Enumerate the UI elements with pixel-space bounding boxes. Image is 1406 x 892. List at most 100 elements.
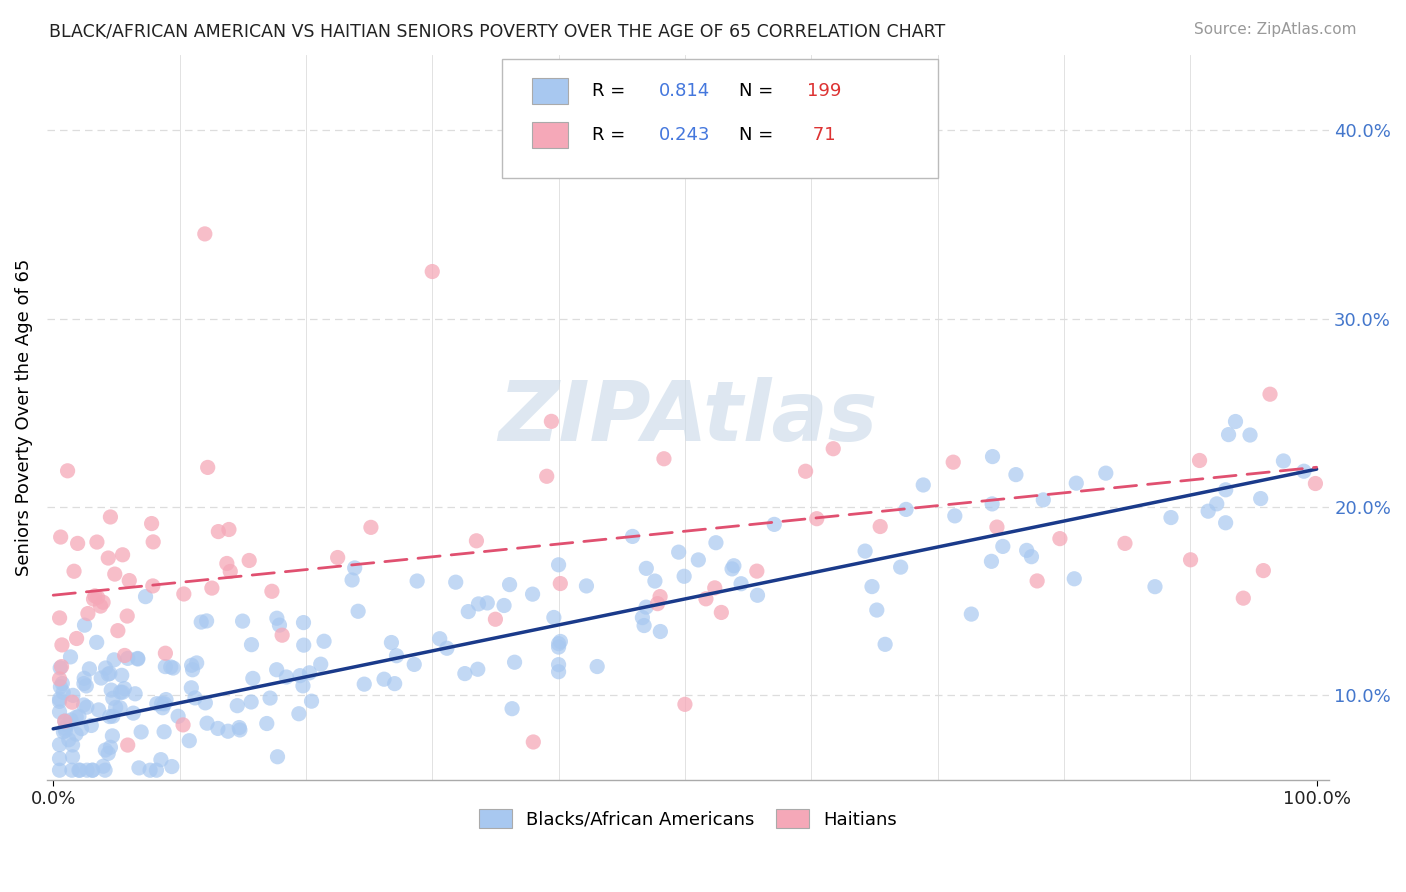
Point (721, 562, 744, 576)
Point (467, 662, 489, 676)
Point (309, 657, 332, 672)
Point (1250, 491, 1272, 506)
Point (226, 698, 249, 713)
Point (704, 535, 727, 549)
Point (547, 558, 569, 572)
Point (644, 574, 666, 588)
Point (217, 724, 239, 739)
Point (127, 651, 149, 665)
Point (1049, 532, 1071, 546)
Point (477, 596, 499, 610)
Point (420, 264, 443, 278)
Point (53, 714, 76, 728)
Point (97, 551, 120, 566)
Point (1305, 476, 1327, 491)
Point (112, 681, 135, 696)
Point (853, 544, 876, 558)
Point (347, 604, 370, 618)
Point (76, 763, 98, 777)
Point (890, 560, 912, 574)
Text: 71: 71 (807, 126, 837, 144)
Point (1225, 415, 1247, 429)
Point (1258, 387, 1281, 401)
Point (127, 652, 149, 666)
Point (703, 581, 725, 595)
Point (160, 759, 183, 773)
Point (201, 581, 224, 595)
Point (128, 761, 150, 775)
Point (980, 554, 1002, 568)
Point (172, 718, 194, 732)
Point (145, 763, 167, 777)
Point (745, 564, 768, 578)
Point (869, 519, 891, 533)
Point (100, 510, 122, 524)
Point (484, 612, 506, 626)
Point (1218, 427, 1240, 442)
Point (97, 747, 120, 761)
Point (942, 455, 965, 469)
Point (94, 743, 117, 757)
Point (292, 615, 315, 630)
Point (688, 553, 710, 567)
Point (167, 709, 190, 723)
Point (298, 665, 321, 680)
Point (1063, 572, 1085, 586)
Point (1094, 466, 1116, 480)
Point (522, 587, 544, 601)
Point (547, 665, 569, 679)
Point (207, 524, 229, 539)
Point (53, 714, 76, 728)
Point (66, 536, 89, 550)
Point (190, 615, 212, 629)
Point (1015, 543, 1038, 558)
Point (875, 637, 897, 651)
Point (52, 724, 75, 739)
Point (155, 646, 177, 660)
Point (195, 614, 218, 628)
Point (1188, 453, 1211, 467)
Point (65, 727, 87, 741)
Point (101, 691, 124, 706)
Point (547, 657, 569, 672)
Point (259, 691, 281, 706)
Point (48, 763, 70, 777)
Point (111, 548, 134, 562)
Point (343, 561, 366, 575)
Point (65, 632, 87, 646)
Point (1114, 536, 1136, 550)
Point (763, 517, 786, 532)
Point (1205, 497, 1227, 511)
Point (197, 460, 219, 475)
Point (53, 723, 76, 738)
Point (51, 638, 73, 652)
Point (652, 451, 675, 466)
Point (1180, 553, 1202, 567)
Point (117, 651, 139, 665)
Point (1239, 428, 1261, 442)
Point (1032, 492, 1054, 507)
Point (194, 696, 217, 710)
Point (240, 638, 263, 652)
Point (82, 763, 104, 777)
Point (943, 508, 966, 523)
Text: 0.243: 0.243 (658, 126, 710, 144)
Point (56, 464, 79, 478)
Point (1253, 564, 1275, 578)
Point (276, 670, 298, 684)
Point (51, 676, 73, 690)
Point (122, 706, 145, 720)
Point (860, 580, 883, 594)
Point (76, 700, 98, 714)
Point (73, 618, 96, 632)
Text: 199: 199 (807, 82, 842, 101)
Point (454, 666, 477, 681)
Point (69, 763, 91, 777)
Point (1197, 504, 1219, 518)
Point (636, 561, 658, 575)
Point (152, 700, 174, 714)
Y-axis label: Seniors Poverty Over the Age of 65: Seniors Poverty Over the Age of 65 (15, 259, 32, 576)
Point (94, 661, 117, 675)
Point (242, 672, 264, 686)
Point (207, 722, 229, 736)
